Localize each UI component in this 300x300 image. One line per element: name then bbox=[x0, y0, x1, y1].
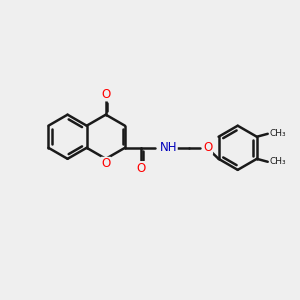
Text: O: O bbox=[203, 141, 212, 154]
Text: O: O bbox=[101, 88, 110, 101]
Text: O: O bbox=[136, 162, 146, 175]
Text: CH₃: CH₃ bbox=[270, 157, 286, 166]
Text: O: O bbox=[101, 157, 110, 170]
Text: CH₃: CH₃ bbox=[270, 129, 286, 138]
Text: NH: NH bbox=[160, 141, 177, 154]
